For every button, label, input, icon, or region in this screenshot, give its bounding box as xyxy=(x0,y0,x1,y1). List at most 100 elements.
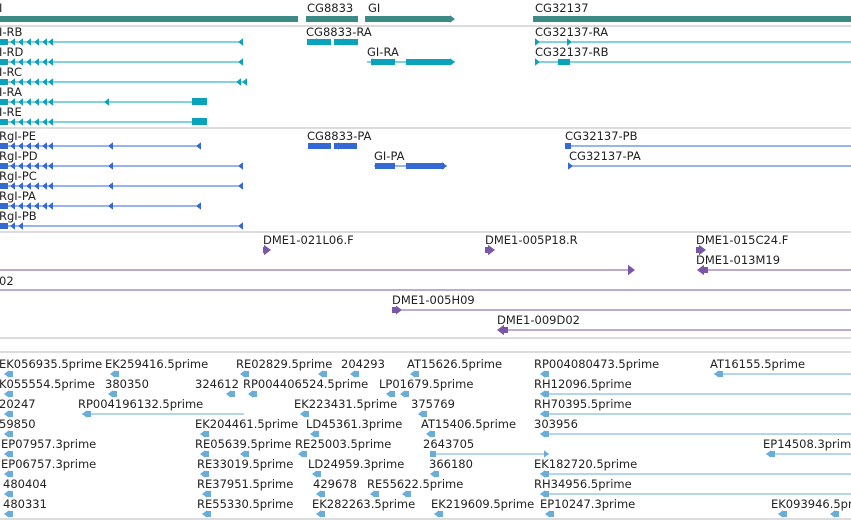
est-marker xyxy=(312,470,317,478)
est-label[interactable]: K055554.5prime xyxy=(0,377,95,391)
est-label[interactable]: EK182720.5prime xyxy=(534,457,637,471)
protein-label[interactable]: GI-PA xyxy=(374,149,405,163)
clone-label[interactable]: 02 xyxy=(0,274,14,288)
strand-arrow-icon xyxy=(10,78,15,86)
protein-label[interactable]: RgI-PA xyxy=(0,189,36,203)
strand-arrow-icon xyxy=(48,98,53,106)
transcript-label[interactable]: I-RD xyxy=(0,45,24,59)
est-marker xyxy=(4,390,9,398)
est-label[interactable]: 2643705 xyxy=(423,437,474,451)
est-label[interactable]: 20247 xyxy=(0,397,36,411)
est-marker xyxy=(206,491,211,497)
est-label[interactable]: EK056935.5prime xyxy=(0,357,102,371)
protein-label[interactable]: RgI-PC xyxy=(0,169,37,183)
est-marker xyxy=(82,410,87,418)
est-label[interactable]: 324612 xyxy=(195,377,239,391)
strand-arrow-icon xyxy=(42,38,47,46)
protein-exon xyxy=(334,143,357,149)
est-label[interactable]: EK223431.5prime xyxy=(294,397,397,411)
transcript-label[interactable]: GI-RA xyxy=(367,45,399,59)
est-label[interactable]: RH70395.5prime xyxy=(534,397,632,411)
strand-arrow-icon xyxy=(236,78,241,86)
protein-label[interactable]: CG32137-PB xyxy=(565,129,638,143)
est-label[interactable]: 429678 xyxy=(313,477,357,491)
est-label[interactable]: EK282263.5prime xyxy=(312,497,415,511)
gene-label[interactable]: CG8833 xyxy=(307,1,353,15)
protein-label[interactable]: CG32137-PA xyxy=(569,149,641,163)
est-label[interactable]: RE55622.5prime xyxy=(367,477,463,491)
est-label[interactable]: 380350 xyxy=(105,377,149,391)
est-label[interactable]: 366180 xyxy=(429,457,473,471)
est-label[interactable]: 480404 xyxy=(3,477,47,491)
clone-label[interactable]: DME1-013M19 xyxy=(696,253,780,267)
est-label[interactable]: EP06757.3prime xyxy=(1,457,96,471)
est-label[interactable]: RP004080473.5prime xyxy=(534,357,659,371)
est-label[interactable]: RE05639.5prime xyxy=(195,437,291,451)
est-label[interactable]: RE02829.5prime xyxy=(236,357,332,371)
strand-arrow-icon xyxy=(26,78,31,86)
est-marker xyxy=(302,451,307,457)
protein-label[interactable]: RgI-PE xyxy=(0,129,36,143)
strand-arrow-icon xyxy=(535,58,540,66)
est-label[interactable]: 303956 xyxy=(534,417,578,431)
est-label[interactable]: EP07957.3prime xyxy=(1,437,96,451)
clone-marker xyxy=(488,244,495,256)
transcript-label[interactable]: I-RC xyxy=(0,65,22,79)
transcript-label[interactable]: I-RE xyxy=(0,105,22,119)
strand-arrow-icon xyxy=(450,58,455,66)
gene-label[interactable]: GI xyxy=(368,1,380,15)
est-label[interactable]: EK093946.5prime xyxy=(771,497,851,511)
clone-label[interactable]: DME1-021L06.F xyxy=(263,233,354,247)
est-label[interactable]: LD24959.3prime xyxy=(308,457,404,471)
transcript-label[interactable]: I-RB xyxy=(0,25,23,39)
clone-label[interactable]: DME1-009D02 xyxy=(497,313,580,327)
est-label[interactable]: LD45361.3prime xyxy=(306,417,402,431)
protein-label[interactable]: RgI-PB xyxy=(0,209,37,223)
transcript-label[interactable]: CG32137-RB xyxy=(535,45,609,59)
strand-arrow-icon xyxy=(104,98,109,106)
strand-arrow-icon xyxy=(544,450,549,458)
est-label[interactable]: RE33019.5prime xyxy=(197,457,293,471)
strand-arrow-icon xyxy=(48,142,53,150)
protein-exon xyxy=(0,223,8,229)
est-label[interactable]: RH12096.5prime xyxy=(534,377,632,391)
est-label[interactable]: 204293 xyxy=(341,357,385,371)
clone-label[interactable]: DME1-015C24.F xyxy=(696,233,788,247)
est-label[interactable]: RP004196132.5prime xyxy=(78,397,203,411)
transcript-label[interactable]: I-RA xyxy=(0,85,22,99)
gene-label[interactable]: I xyxy=(0,1,2,15)
est-label[interactable]: EK204461.5prime xyxy=(195,417,298,431)
est-marker xyxy=(200,450,205,458)
est-label[interactable]: RP004406524.5prime xyxy=(243,377,368,391)
est-label[interactable]: EK219609.5prime xyxy=(431,497,534,511)
gene-bar xyxy=(365,16,451,22)
est-label[interactable]: EK259416.5prime xyxy=(105,357,208,371)
est-label[interactable]: 375769 xyxy=(411,397,455,411)
est-label[interactable]: AT16155.5prime xyxy=(710,357,805,371)
est-label[interactable]: AT15406.5prime xyxy=(421,417,516,431)
protein-label[interactable]: CG8833-PA xyxy=(307,129,372,143)
est-label[interactable]: RH34956.5prime xyxy=(534,477,632,491)
est-marker xyxy=(240,450,245,458)
clone-label[interactable]: DME1-005P18.R xyxy=(485,233,578,247)
strand-arrow-icon xyxy=(10,38,15,46)
est-label[interactable]: AT15626.5prime xyxy=(407,357,502,371)
est-label[interactable]: EP10247.3prime xyxy=(540,497,635,511)
est-label[interactable]: RE55330.5prime xyxy=(197,497,293,511)
clone-label[interactable]: DME1-005H09 xyxy=(392,293,475,307)
transcript-label[interactable]: CG8833-RA xyxy=(306,25,372,39)
est-label[interactable]: LP01679.5prime xyxy=(379,377,473,391)
gene-label[interactable]: CG32137 xyxy=(535,1,589,15)
est-label[interactable]: EP14508.3prime xyxy=(763,437,851,451)
est-label[interactable]: 480331 xyxy=(3,497,47,511)
est-marker xyxy=(434,471,439,477)
est-label[interactable]: RE37951.5prime xyxy=(197,477,293,491)
strand-arrow-icon xyxy=(34,162,39,170)
est-label[interactable]: 59850 xyxy=(0,417,36,431)
est-marker xyxy=(316,510,321,518)
est-label[interactable]: RE25003.5prime xyxy=(295,437,391,451)
protein-label[interactable]: RgI-PD xyxy=(0,149,38,163)
transcript-label[interactable]: CG32137-RA xyxy=(535,25,608,39)
